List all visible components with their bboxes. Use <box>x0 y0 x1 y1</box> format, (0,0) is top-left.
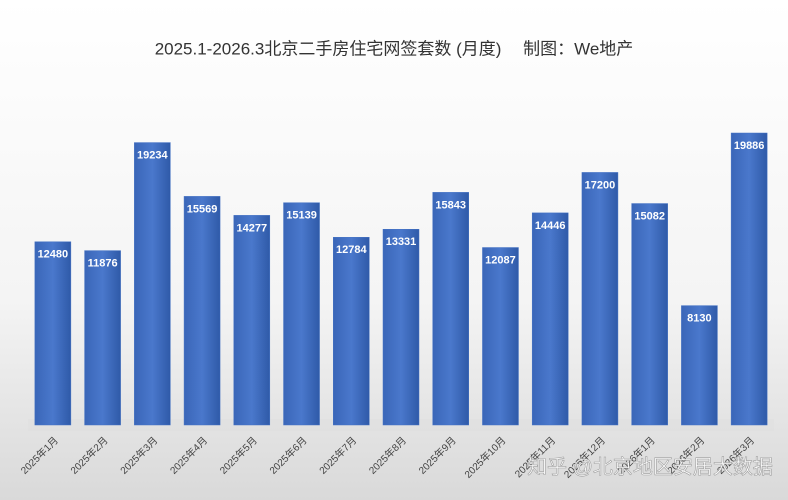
value-label: 17200 <box>585 179 616 191</box>
value-label: 8130 <box>687 313 711 325</box>
bar <box>730 132 768 426</box>
bar <box>631 203 668 426</box>
bar <box>681 305 718 426</box>
value-label: 19234 <box>137 149 168 161</box>
value-label: 14446 <box>535 220 566 232</box>
value-label: 11876 <box>88 258 118 270</box>
bar <box>134 142 171 426</box>
watermark: 知乎 @北京地区安居大数据 <box>527 455 773 478</box>
value-label: 12784 <box>336 244 367 256</box>
value-label: 19886 <box>734 140 765 152</box>
value-label: 12087 <box>485 254 516 266</box>
bar <box>333 237 370 426</box>
bar <box>581 172 619 426</box>
bar <box>382 229 420 426</box>
chart-title: 2025.1-2026.3北京二手房住宅网签套数 (月度) 制图：We地产 <box>155 39 634 58</box>
bar <box>233 215 271 426</box>
bar <box>183 196 221 426</box>
value-label: 14277 <box>237 222 268 234</box>
value-label: 13331 <box>386 236 417 248</box>
bar <box>432 192 469 426</box>
bar <box>84 250 121 426</box>
bar <box>531 212 569 426</box>
bar <box>482 247 519 426</box>
bar <box>283 202 320 426</box>
value-label: 15843 <box>435 199 466 211</box>
value-label: 15082 <box>634 210 665 222</box>
bar <box>34 241 72 426</box>
value-label: 12480 <box>38 249 69 261</box>
value-label: 15139 <box>286 210 317 222</box>
value-label: 15569 <box>187 203 218 215</box>
